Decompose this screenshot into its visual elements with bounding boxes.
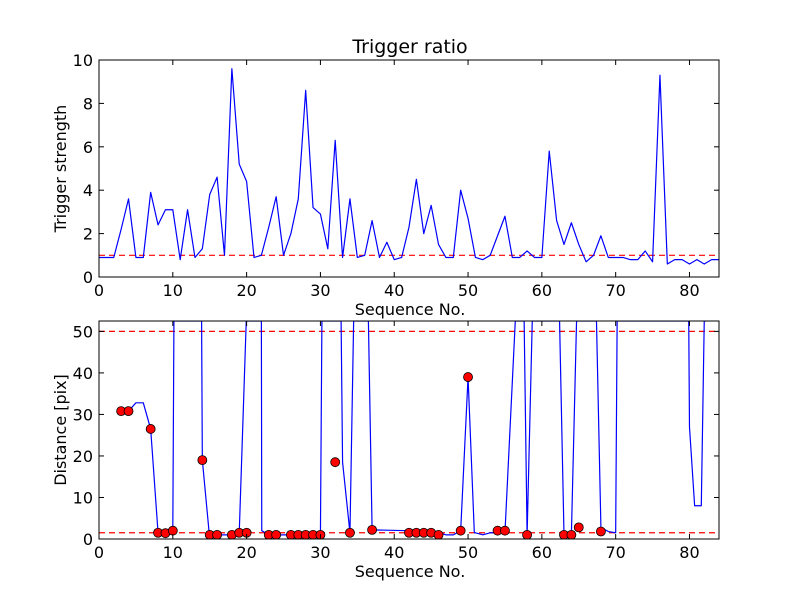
bottom-x-axis-label: Sequence No. [355,562,466,581]
bottom-y-tick-label: 40 [73,364,93,383]
bottom-x-tick-label: 50 [458,543,478,562]
top-plot-frame [98,59,720,278]
top-y-tick-label: 0 [83,268,93,287]
bottom-plot-area [99,321,719,539]
bottom-x-tick-label: 10 [163,543,183,562]
top-y-tick-label: 2 [83,225,93,244]
bottom-x-tick-label: 0 [94,543,104,562]
bottom-y-axis-label: Distance [pix] [51,374,70,486]
top-x-tick-label: 70 [605,281,625,300]
bottom-data-point-13 [271,529,282,539]
top-y-tick-label: 4 [83,181,93,200]
top-panel: Trigger ratio 0 10 20 30 40 50 60 70 80 0 2 4 6 8 10 S… [51,36,720,319]
bottom-x-tick-label: 80 [679,543,699,562]
top-y-tick-label: 8 [83,94,93,113]
top-plot-area [99,60,719,277]
top-x-tick-label: 40 [384,281,404,300]
bottom-x-tick-label: 60 [532,543,552,562]
bottom-data-point-28 [463,372,473,382]
bottom-data-point-5 [167,525,178,536]
bottom-data-point-8 [212,529,222,539]
top-y-axis-label: Trigger strength [51,105,70,234]
bottom-y-tick-label: 0 [83,530,93,549]
bottom-x-tick-label: 40 [384,543,404,562]
bottom-data-point-34 [573,522,584,533]
bottom-y-tick-label: 20 [73,447,93,466]
bottom-data-point-2 [145,424,156,434]
bottom-y-tick-label: 50 [73,322,93,341]
top-y-tick-label: 10 [73,51,93,70]
bottom-data-point-1 [123,406,134,417]
bottom-x-tick-label: 20 [236,543,256,562]
bottom-data-point-30 [500,525,510,536]
bottom-data-point-27 [455,525,466,536]
bottom-data-point-26 [433,529,444,539]
top-x-tick-label: 10 [163,281,183,300]
top-x-tick-label: 20 [236,281,256,300]
top-x-tick-label: 50 [458,281,478,300]
bottom-data-point-21 [367,524,377,535]
bottom-data-point-19 [330,457,341,468]
bottom-data-point-35 [596,526,606,537]
top-x-axis-label: Sequence No. [355,300,466,319]
bottom-x-tick-label: 30 [310,543,330,562]
bottom-data-point-6 [197,455,208,466]
bottom-data-point-31 [522,529,532,539]
bottom-y-tick-label: 10 [73,488,93,507]
top-x-tick-label: 0 [94,281,104,300]
top-y-tick-label: 6 [83,138,93,157]
top-x-tick-label: 80 [679,281,699,300]
bottom-plot-frame [98,320,720,540]
bottom-panel: 0 10 20 30 40 50 60 70 80 0 10 20 30 40 50 Sequence No… [51,320,720,581]
bottom-data-point-20 [345,527,355,538]
top-x-tick-label: 30 [310,281,330,300]
bottom-y-tick-label: 30 [73,405,93,424]
top-x-tick-label: 60 [532,281,552,300]
bottom-data-point-33 [566,529,577,539]
top-series-line-0 [99,68,719,265]
top-chart-title: Trigger ratio [351,36,467,58]
bottom-x-tick-label: 70 [605,543,625,562]
